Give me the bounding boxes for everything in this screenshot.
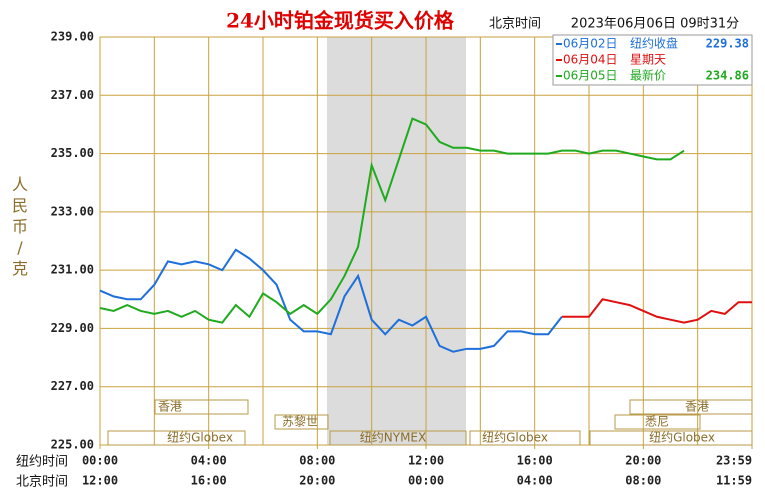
x-axis-label: 纽约时间 (16, 455, 68, 470)
session-label: 纽约Globex (167, 430, 233, 445)
x-tick-label: 04:00 (191, 454, 227, 468)
session-label: 纽约NYMEX (360, 430, 426, 445)
x2-tick-label: 20:00 (299, 474, 335, 488)
y-tick-label: 239.00 (51, 30, 94, 44)
x2-tick-label: 11:59 (716, 474, 752, 488)
session-box (329, 430, 467, 446)
x-tick-label: 00:00 (82, 454, 118, 468)
legend-note: 星期天 (630, 53, 666, 67)
session-label: 苏黎世 (282, 415, 318, 429)
legend-note: 纽约收盘 (630, 36, 678, 51)
legend-note: 最新价 (630, 68, 666, 83)
y-axis-label: 人民币/克 (12, 175, 28, 278)
x2-tick-label: 08:00 (625, 474, 661, 488)
y-tick-label: 225.00 (51, 438, 94, 452)
x-tick-label: 23:59 (716, 454, 752, 468)
subtitle: 北京时间 (489, 17, 541, 32)
timestamp: 2023年06月06日 09时31分 (571, 17, 739, 32)
session-box (629, 399, 753, 415)
legend-name: 06月05日 (563, 69, 618, 83)
session-label: 悉尼 (645, 415, 669, 429)
session-box (589, 430, 753, 446)
y-tick-label: 233.00 (51, 204, 94, 218)
y-tick-label: 237.00 (51, 88, 94, 102)
session-label: 纽约Globex (482, 430, 548, 445)
session-shade (327, 37, 466, 445)
session-box (107, 430, 246, 446)
session-label: 纽约Globex (649, 430, 715, 445)
session-box (469, 430, 581, 446)
x2-tick-label: 04:00 (517, 474, 553, 488)
y-tick-label: 231.00 (51, 263, 94, 277)
y-tick-label: 229.00 (51, 321, 94, 335)
x-tick-label: 20:00 (625, 454, 661, 468)
legend-value: 234.86 (706, 69, 749, 83)
session-label: 香港 (685, 400, 709, 414)
x2-axis-label: 北京时间 (16, 475, 68, 490)
x2-tick-label: 16:00 (191, 474, 227, 488)
legend-box (552, 34, 753, 86)
legend-name: 06月02日 (563, 37, 618, 51)
session-label: 香港 (158, 400, 182, 414)
x-tick-label: 08:00 (299, 454, 335, 468)
x-tick-label: 12:00 (408, 454, 444, 468)
y-tick-label: 227.00 (51, 379, 94, 393)
legend-name: 06月04日 (563, 53, 618, 67)
price-line (99, 248, 563, 353)
chart-title: 24小时铂金现货买入价格 (226, 9, 455, 33)
session-box (614, 414, 701, 430)
y-tick-label: 235.00 (51, 146, 94, 160)
session-box (274, 414, 329, 430)
x2-tick-label: 12:00 (82, 474, 118, 488)
session-box (154, 399, 249, 415)
price-line (561, 298, 752, 324)
x2-tick-label: 00:00 (408, 474, 444, 488)
legend-value: 229.38 (706, 37, 749, 51)
price-line (99, 117, 685, 324)
x-tick-label: 16:00 (517, 454, 553, 468)
